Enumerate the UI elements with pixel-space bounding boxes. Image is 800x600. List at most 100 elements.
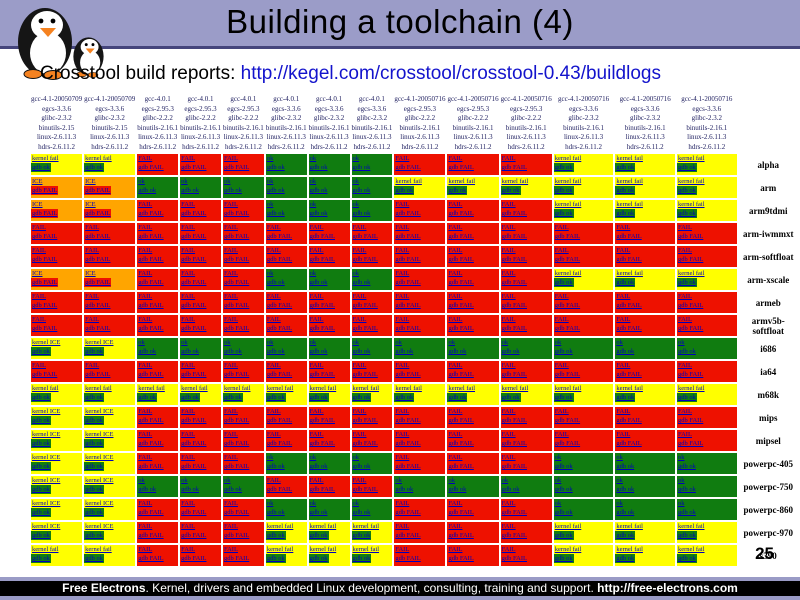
matrix-cell: FAIL gdb FAIL: [265, 361, 307, 382]
page-number: 25: [755, 544, 774, 563]
matrix-cell: kernel ICE gdb ok: [31, 338, 83, 359]
build-status-link: FAIL: [223, 201, 238, 208]
build-status-link: kernel fail: [616, 523, 643, 530]
build-status-link: kernel fail: [616, 155, 643, 162]
build-status-link: FAIL: [138, 293, 153, 300]
toolchain-component-label: hdrs-2.6.11.2: [182, 142, 219, 151]
matrix-col-header: gcc-4.0.1 egcs-3.3.6 glibc-2.3.2 binutils-2…: [352, 95, 393, 152]
build-status-link: FAIL: [677, 316, 692, 323]
build-status-link: gdb FAIL: [677, 302, 704, 309]
build-status-link: gdb ok: [84, 508, 105, 517]
table-row: kernel ICE gdb ok kernel ICE gdb ok ok gdb ok…: [31, 476, 798, 497]
build-status-link: FAIL: [181, 408, 196, 415]
toolchain-component-label: glibc-2.2.2: [185, 114, 216, 122]
build-status-link: gdb ok: [394, 393, 415, 402]
matrix-cell: FAIL gdb FAIL: [676, 315, 737, 336]
build-status-link: gdb FAIL: [31, 209, 59, 218]
matrix-cell: FAIL gdb FAIL: [222, 154, 264, 175]
matrix-row-label: powerpc-405: [743, 458, 794, 469]
build-status-link: gdb FAIL: [223, 509, 250, 516]
build-status-link: FAIL: [395, 224, 410, 231]
toolchain-component-label: egcs-3.3.6: [95, 104, 125, 113]
matrix-cell: FAIL gdb FAIL: [265, 246, 307, 267]
build-status-link: gdb ok: [500, 186, 521, 195]
toolchain-component-label: gcc-4.1-20050709: [84, 95, 136, 103]
matrix-cell: FAIL gdb FAIL: [265, 315, 307, 336]
build-status-link: FAIL: [85, 362, 100, 369]
matrix-row-label: arm-xscale: [747, 274, 790, 285]
matrix-cell: FAIL gdb FAIL: [180, 269, 221, 290]
matrix-cell: FAIL gdb FAIL: [500, 545, 552, 566]
matrix-cell: ok gdb ok: [308, 200, 350, 221]
matrix-cell: ok gdb ok: [615, 338, 675, 359]
build-status-link: gdb ok: [351, 554, 372, 563]
build-status-link: gdb ok: [554, 509, 573, 516]
table-row: kernel ICE gdb ok kernel ICE gdb ok ok gdb ok…: [31, 338, 798, 359]
build-status-link: gdb ok: [266, 348, 285, 355]
build-status-link: gdb FAIL: [181, 325, 207, 332]
matrix-cell: FAIL gdb FAIL: [222, 246, 264, 267]
matrix-cell: kernel fail gdb ok: [615, 177, 675, 198]
build-status-link: gdb FAIL: [138, 532, 164, 539]
matrix-cell: FAIL gdb FAIL: [84, 292, 136, 313]
build-status-link: ok: [395, 339, 402, 346]
build-status-link: kernel fail: [677, 546, 705, 553]
build-status-link: gdb ok: [31, 163, 51, 172]
toolchain-component-label: binutils-2.16.1: [265, 123, 307, 132]
toolchain-component-label: linux-2.6.11.3: [400, 133, 440, 141]
build-status-link: gdb FAIL: [616, 256, 642, 263]
build-status-link: gdb ok: [84, 439, 105, 448]
matrix-cell: FAIL gdb FAIL: [84, 315, 136, 336]
build-status-link: gdb FAIL: [616, 325, 642, 332]
matrix-cell: ok gdb ok: [265, 269, 307, 290]
build-status-link: gdb FAIL: [84, 186, 112, 195]
build-status-link: FAIL: [138, 224, 153, 231]
build-status-link: gdb ok: [309, 210, 328, 217]
build-status-link: gdb FAIL: [223, 371, 250, 378]
toolchain-component-label: glibc-2.2.2: [457, 114, 489, 122]
build-status-link: kernel ICE: [32, 523, 61, 530]
build-status-link: gdb FAIL: [223, 279, 250, 286]
build-status-link: FAIL: [223, 270, 238, 277]
matrix-cell: FAIL gdb FAIL: [447, 499, 499, 520]
toolchain-component-label: binutils-2.15: [38, 123, 75, 132]
build-status-link: gdb ok: [84, 531, 105, 540]
build-status-link: gdb ok: [308, 554, 329, 563]
matrix-row-label: powerpc-860: [743, 504, 794, 515]
build-status-link: FAIL: [309, 293, 324, 300]
build-status-link: gdb FAIL: [448, 509, 474, 516]
build-status-link: gdb FAIL: [395, 371, 421, 378]
toolchain-component-label: glibc-2.3.2: [691, 114, 722, 122]
build-status-link: gdb ok: [553, 554, 574, 563]
build-status-link: gdb ok: [266, 509, 285, 516]
build-status-link: gdb ok: [616, 348, 635, 355]
matrix-cell: kernel fail gdb ok: [265, 522, 307, 543]
build-status-link: kernel ICE: [85, 477, 114, 484]
matrix-cell: FAIL gdb FAIL: [447, 430, 499, 451]
matrix-cell: ok gdb ok: [265, 200, 307, 221]
build-status-link: gdb ok: [265, 531, 286, 540]
build-status-link: FAIL: [554, 431, 569, 438]
build-status-link: gdb ok: [31, 393, 51, 402]
build-status-link: FAIL: [395, 155, 410, 162]
matrix-cell: kernel fail gdb ok: [676, 269, 737, 290]
matrix-cell: FAIL gdb FAIL: [137, 361, 179, 382]
build-status-link: FAIL: [181, 454, 196, 461]
build-status-link: FAIL: [616, 293, 631, 300]
crosstool-buildlogs-link[interactable]: http://kegel.com/crosstool/crosstool-0.4…: [240, 63, 661, 84]
build-status-link: FAIL: [85, 224, 100, 231]
build-status-link: gdb FAIL: [223, 463, 250, 470]
matrix-cell: FAIL gdb FAIL: [615, 361, 675, 382]
build-status-link: gdb ok: [447, 186, 468, 195]
build-status-link: gdb ok: [615, 393, 636, 402]
build-status-link: gdb FAIL: [223, 440, 250, 447]
build-status-link: FAIL: [616, 362, 631, 369]
build-status-link: gdb FAIL: [181, 256, 207, 263]
matrix-col-header: gcc-4.1-20050716 egcs-2.95.3 glibc-2.2.2 bi…: [501, 95, 552, 152]
build-status-link: FAIL: [138, 523, 153, 530]
build-status-link: FAIL: [677, 247, 692, 254]
matrix-cell: FAIL gdb FAIL: [222, 407, 264, 428]
build-status-link: gdb FAIL: [309, 233, 335, 240]
build-status-link: gdb FAIL: [31, 186, 59, 195]
build-status-link: gdb ok: [181, 348, 199, 355]
